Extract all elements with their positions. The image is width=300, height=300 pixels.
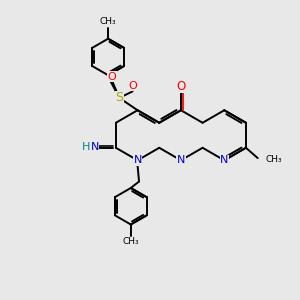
Text: N: N [220,155,229,165]
Text: H: H [82,142,90,152]
Text: CH₃: CH₃ [100,17,116,26]
Text: CH₃: CH₃ [122,237,139,246]
Text: O: O [108,72,117,82]
Text: O: O [176,80,185,93]
Text: S: S [115,92,123,104]
Text: O: O [129,80,137,91]
Text: N: N [177,155,185,165]
Text: N: N [91,142,99,152]
Text: N: N [134,155,142,165]
Text: CH₃: CH₃ [266,155,283,164]
